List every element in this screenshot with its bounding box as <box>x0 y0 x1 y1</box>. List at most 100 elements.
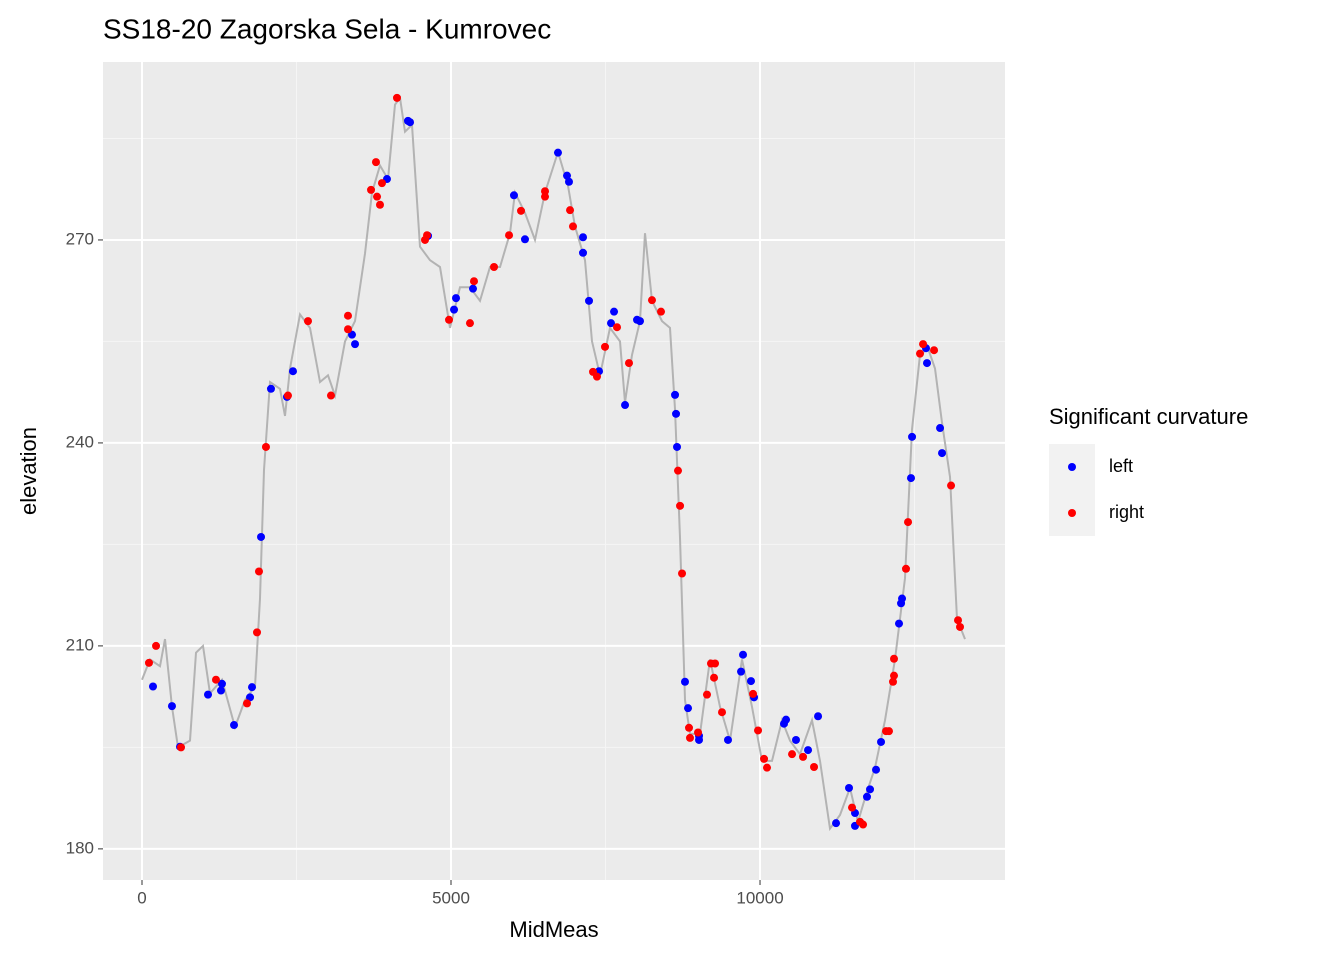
point <box>832 819 841 828</box>
legend-label: right <box>1109 502 1144 522</box>
point <box>956 622 965 631</box>
x-axis-title: MidMeas <box>509 917 598 942</box>
point <box>711 659 720 668</box>
point <box>343 311 352 320</box>
point <box>601 342 610 351</box>
point <box>947 481 956 490</box>
point <box>465 319 474 328</box>
point <box>585 296 594 305</box>
point <box>579 233 588 242</box>
point <box>954 616 963 625</box>
point <box>520 235 529 244</box>
point <box>724 735 733 744</box>
point <box>371 158 380 167</box>
point <box>702 690 711 699</box>
point <box>872 765 881 774</box>
point <box>148 682 157 691</box>
point <box>763 763 772 772</box>
point <box>505 231 514 240</box>
point <box>930 346 939 355</box>
point <box>799 752 808 761</box>
point <box>553 148 562 157</box>
point <box>517 206 526 215</box>
point <box>351 340 360 349</box>
point <box>916 349 925 358</box>
point <box>509 191 518 200</box>
point <box>754 726 763 735</box>
legend-label: left <box>1109 456 1133 476</box>
point <box>230 721 239 730</box>
point <box>647 296 656 305</box>
point <box>607 319 616 328</box>
x-tick-label: 10000 <box>736 888 783 907</box>
marks <box>141 93 966 832</box>
elevation-line <box>141 95 966 832</box>
y-tick-label: 210 <box>66 635 94 654</box>
point <box>694 728 703 737</box>
point <box>392 93 401 102</box>
point <box>810 763 819 772</box>
point <box>936 424 945 433</box>
point <box>469 284 478 293</box>
point <box>373 192 382 201</box>
point <box>326 391 335 400</box>
point <box>635 317 644 326</box>
point <box>782 715 791 724</box>
point <box>904 518 913 527</box>
point <box>814 712 823 721</box>
point <box>680 677 689 686</box>
point <box>788 750 797 759</box>
panel <box>103 62 1005 880</box>
point <box>673 442 682 451</box>
point <box>672 409 681 418</box>
y-tick-label: 270 <box>66 229 94 248</box>
point <box>678 569 687 578</box>
point <box>621 401 630 410</box>
x-tick-label: 0 <box>137 888 146 907</box>
point <box>257 532 266 541</box>
point <box>923 359 932 368</box>
point <box>204 690 213 699</box>
point <box>749 689 758 698</box>
y-axis-title: elevation <box>16 427 41 515</box>
point <box>248 683 257 692</box>
point <box>253 628 262 637</box>
point <box>919 340 928 349</box>
point <box>490 263 499 272</box>
point <box>377 179 386 188</box>
point <box>211 675 220 684</box>
point <box>671 390 680 399</box>
point <box>685 733 694 742</box>
point <box>889 677 898 686</box>
point <box>579 248 588 257</box>
point <box>848 803 857 812</box>
point <box>367 185 376 194</box>
point <box>760 754 769 763</box>
point <box>791 735 800 744</box>
point <box>303 317 312 326</box>
point <box>266 384 275 393</box>
x-tick-label: 5000 <box>432 888 470 907</box>
point <box>541 187 550 196</box>
point <box>866 785 875 794</box>
point <box>242 699 251 708</box>
point <box>938 449 947 458</box>
point <box>695 735 704 744</box>
point <box>676 501 685 510</box>
point <box>423 231 432 240</box>
point <box>862 792 871 801</box>
point <box>613 323 622 332</box>
y-tick-label: 240 <box>66 432 94 451</box>
point <box>375 200 384 209</box>
point <box>859 820 868 829</box>
point <box>246 693 255 702</box>
point <box>624 359 633 368</box>
point <box>261 442 270 451</box>
point <box>884 727 893 736</box>
point <box>566 206 575 215</box>
point <box>343 325 352 334</box>
point <box>890 671 899 680</box>
point <box>610 307 619 316</box>
point <box>804 746 813 755</box>
